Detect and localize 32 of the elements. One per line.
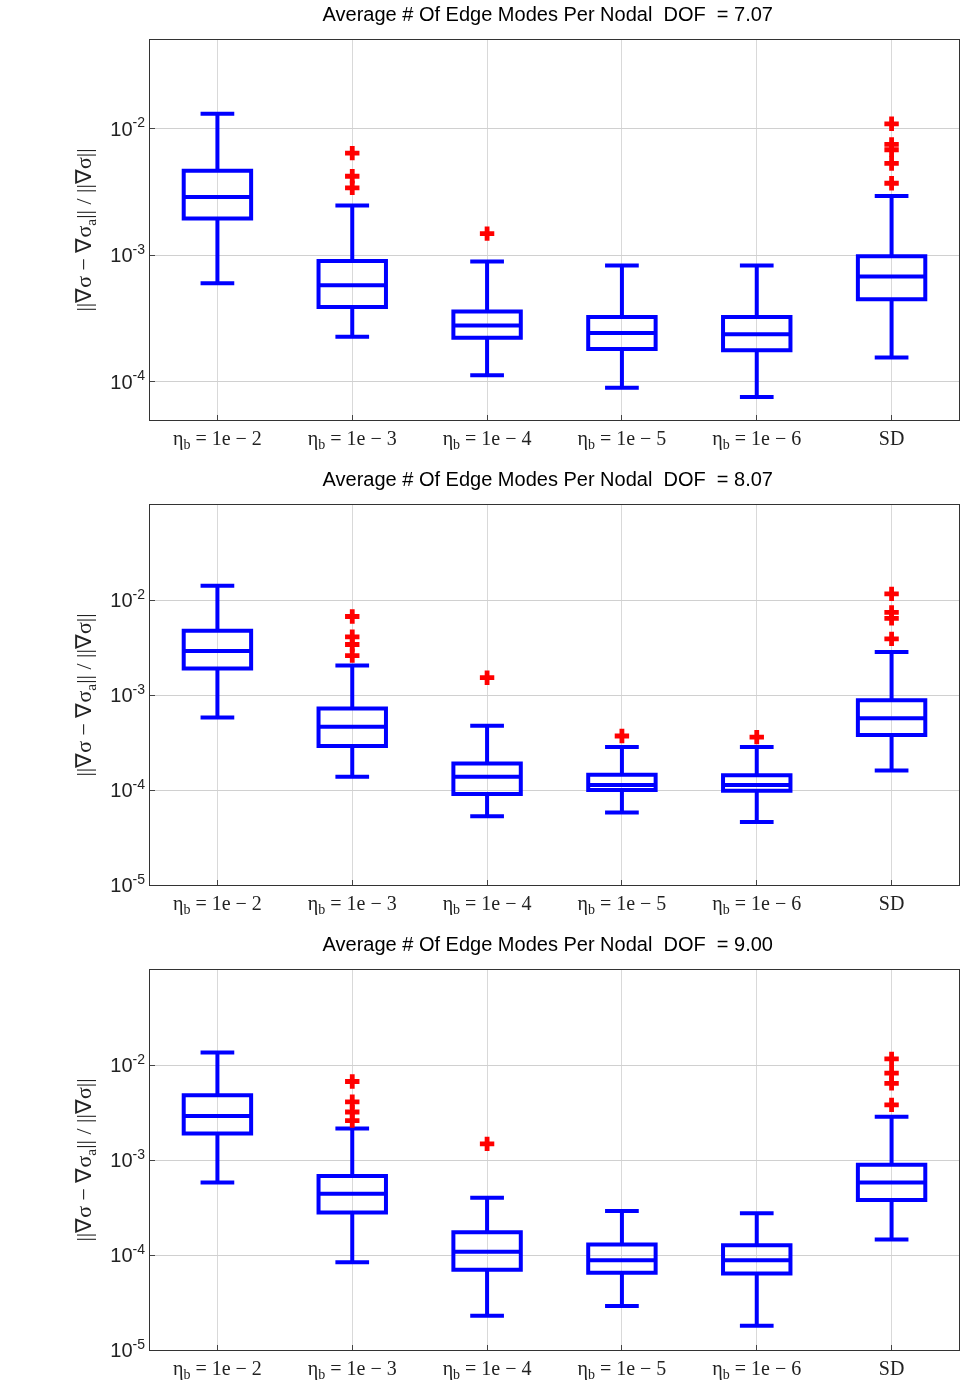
x-tick-label: η$_{b}$ = 1e − 2 [172, 892, 262, 918]
x-tick-label: η$_{b}$ = 1e − 6 [712, 1357, 802, 1383]
chart-title: Average # Of Edge Modes Per Nodal DOF = 7.07 [322, 2, 773, 25]
y-tick-label: 10$^{-3}$ [110, 240, 146, 267]
x-tick-label: η$_{b}$ = 1e − 3 [307, 1357, 397, 1383]
x-tick-label: η$_{b}$ = 1e − 6 [712, 892, 802, 918]
y-tick-label: 10$^{-3}$ [110, 680, 146, 706]
x-tick-label: η$_{b}$ = 1e − 2 [172, 1357, 262, 1383]
x-tick-label: SD [878, 892, 905, 914]
chart-title: Average # Of Edge Modes Per Nodal DOF = 8.07 [322, 467, 773, 490]
x-tick-label: η$_{b}$ = 1e − 4 [442, 892, 532, 918]
y-tick-label: 10$^{-2}$ [110, 114, 146, 140]
y-tick-label: 10$^{-4}$ [110, 367, 146, 393]
x-tick-label: η$_{b}$ = 1e − 5 [577, 1357, 667, 1383]
x-tick-label: η$_{b}$ = 1e − 5 [577, 427, 667, 453]
x-tick-label: η$_{b}$ = 1e − 3 [307, 892, 397, 918]
y-tick-label: 10$^{-3}$ [110, 1145, 146, 1171]
y-tick-label: 10$^{-2}$ [110, 1050, 146, 1076]
x-tick-label: η$_{b}$ = 1e − 6 [712, 427, 802, 453]
x-tick-label: η$_{b}$ = 1e − 4 [442, 1357, 532, 1383]
y-tick-label: 10$^{-4}$ [110, 775, 146, 801]
x-tick-label: η$_{b}$ = 1e − 4 [442, 427, 532, 453]
x-tick-label: η$_{b}$ = 1e − 3 [307, 427, 397, 453]
y-tick-label: 10$^{-5}$ [110, 1335, 146, 1361]
y-tick-label: 10$^{-4}$ [110, 1240, 146, 1266]
x-tick-label: η$_{b}$ = 1e − 5 [577, 892, 667, 918]
y-tick-label: 10$^{-2}$ [110, 585, 146, 611]
x-tick-label: SD [878, 1357, 905, 1379]
x-tick-label: SD [878, 427, 905, 449]
y-tick-label: 10$^{-5}$ [110, 870, 146, 896]
chart-title: Average # Of Edge Modes Per Nodal DOF = 9.00 [322, 932, 773, 955]
x-tick-label: η$_{b}$ = 1e − 2 [172, 427, 262, 453]
